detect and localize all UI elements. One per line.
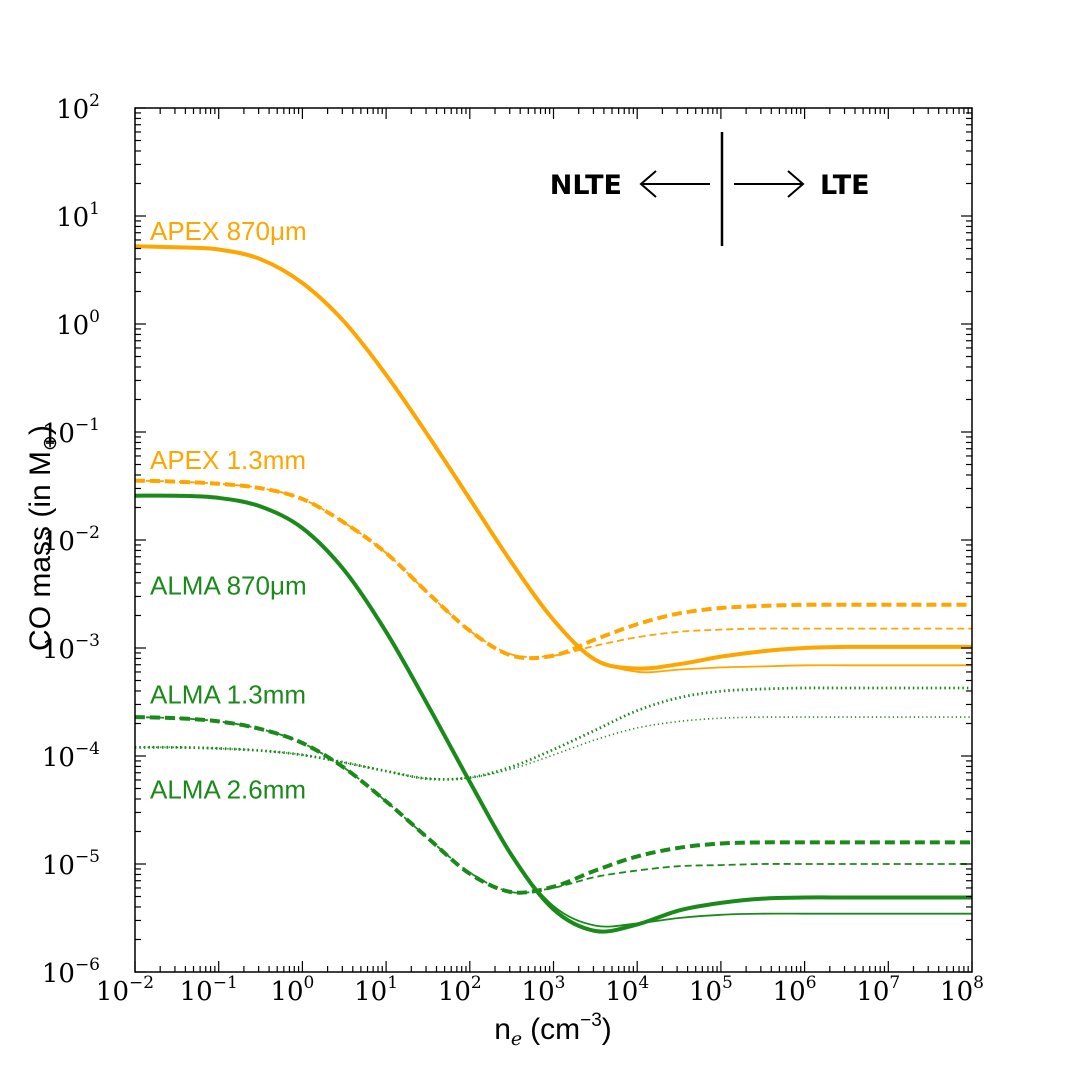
axis-ticks	[134, 107, 973, 973]
y-tick-label: 10−3	[42, 631, 100, 665]
y-tick-label: 10−1	[42, 415, 100, 449]
plot-lines	[134, 244, 972, 934]
left-arrow-head	[639, 170, 657, 198]
series-label: ALMA 870μm	[150, 570, 307, 600]
x-tick-label: 10−2	[96, 973, 154, 1007]
series-label: APEX 1.3mm	[150, 445, 306, 475]
nlte-label: NLTE	[550, 170, 622, 201]
series-line	[134, 715, 972, 895]
y-tick-label: 101	[56, 199, 100, 233]
x-tick-label: 107	[856, 973, 900, 1007]
y-tick-label: 10−5	[42, 847, 100, 881]
series-line	[134, 716, 972, 894]
y-tick-label: 10−2	[42, 523, 100, 557]
lte-label: LTE	[820, 170, 870, 201]
x-tick-label: 106	[773, 973, 817, 1007]
x-tick-label: 108	[940, 973, 984, 1007]
series-line	[134, 716, 972, 781]
y-tick-label: 100	[56, 307, 100, 341]
x-tick-label: 103	[522, 973, 566, 1007]
tick-labels: 10−2 10−1 100 101 102 103 104 105 106 107 10810−61…	[42, 91, 984, 1007]
x-tick-label: 105	[689, 973, 733, 1007]
series-line	[134, 494, 972, 928]
series-labels: APEX 870μm APEX 1.3mm ALMA 870μm ALMA 1.3mm…	[150, 216, 307, 804]
y-tick-label: 102	[56, 91, 100, 125]
series-label: APEX 870μm	[150, 216, 307, 246]
y-axis-label: CO mass (in M⊕)	[24, 425, 61, 651]
regime-annotation: NLTE LTE	[550, 132, 870, 246]
series-line	[134, 245, 972, 674]
x-axis-label: ne (cm−3)	[494, 1010, 612, 1050]
x-tick-label: 101	[354, 973, 398, 1007]
series-line	[134, 479, 972, 659]
y-tick-label: 10−6	[42, 955, 100, 989]
x-tick-label: 10−1	[180, 973, 238, 1007]
series-label: ALMA 1.3mm	[150, 679, 306, 709]
series-label: ALMA 2.6mm	[150, 774, 306, 804]
x-tick-label: 104	[605, 973, 649, 1007]
x-tick-label: 100	[270, 973, 314, 1007]
right-arrow-head	[787, 170, 805, 198]
x-tick-label: 102	[438, 973, 482, 1007]
y-tick-label: 10−4	[42, 739, 100, 773]
